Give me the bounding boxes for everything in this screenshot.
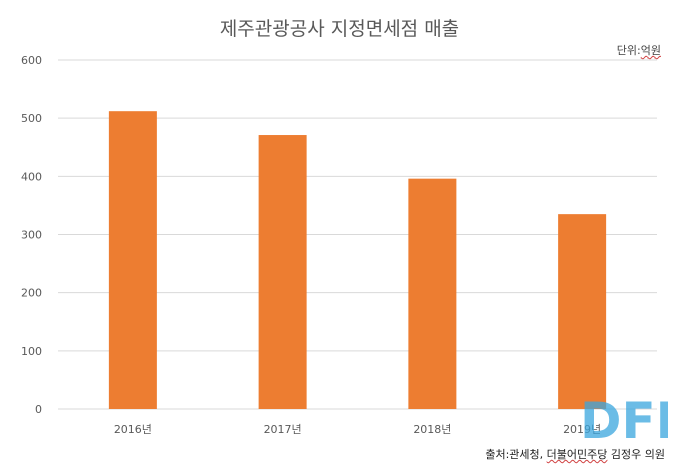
y-tick-label: 200	[21, 287, 42, 300]
bar	[408, 178, 457, 409]
bars	[108, 111, 607, 409]
unit-prefix: 단위:	[616, 44, 641, 57]
svg-text:DFN: DFN	[580, 392, 668, 446]
unit-label: 단위:억원	[617, 42, 661, 58]
x-axis-ticks: 2016년 2017년 2018년 2019년	[114, 423, 601, 436]
y-tick-label: 400	[21, 170, 42, 183]
y-tick-label: 0	[35, 403, 42, 416]
bar	[258, 135, 307, 409]
y-tick-label: 100	[21, 345, 42, 358]
y-tick-label: 600	[21, 54, 42, 67]
dfn-watermark-logo: DFN	[576, 384, 679, 450]
x-tick-label: 2017년	[264, 423, 302, 436]
x-tick-label: 2016년	[114, 423, 152, 436]
bar	[558, 214, 607, 409]
gridlines	[58, 59, 657, 410]
y-tick-label: 300	[21, 229, 42, 242]
y-tick-label: 500	[21, 112, 42, 125]
chart-title: 제주관광공사 지정면세점 매출	[219, 18, 460, 40]
source-note: 출처:관세청, 더불어민주당 김정우 의원	[485, 446, 665, 462]
y-axis-ticks: 0 100 200 300 400 500 600	[21, 54, 42, 416]
bar	[108, 111, 157, 409]
x-tick-label: 2019년	[563, 423, 601, 436]
unit-value: 억원	[640, 44, 661, 57]
source-party: 더불어민주당	[546, 448, 608, 461]
x-tick-label: 2018년	[413, 423, 451, 436]
source-suffix: 김정우 의원	[607, 448, 665, 461]
source-prefix: 출처:관세청,	[485, 448, 547, 461]
